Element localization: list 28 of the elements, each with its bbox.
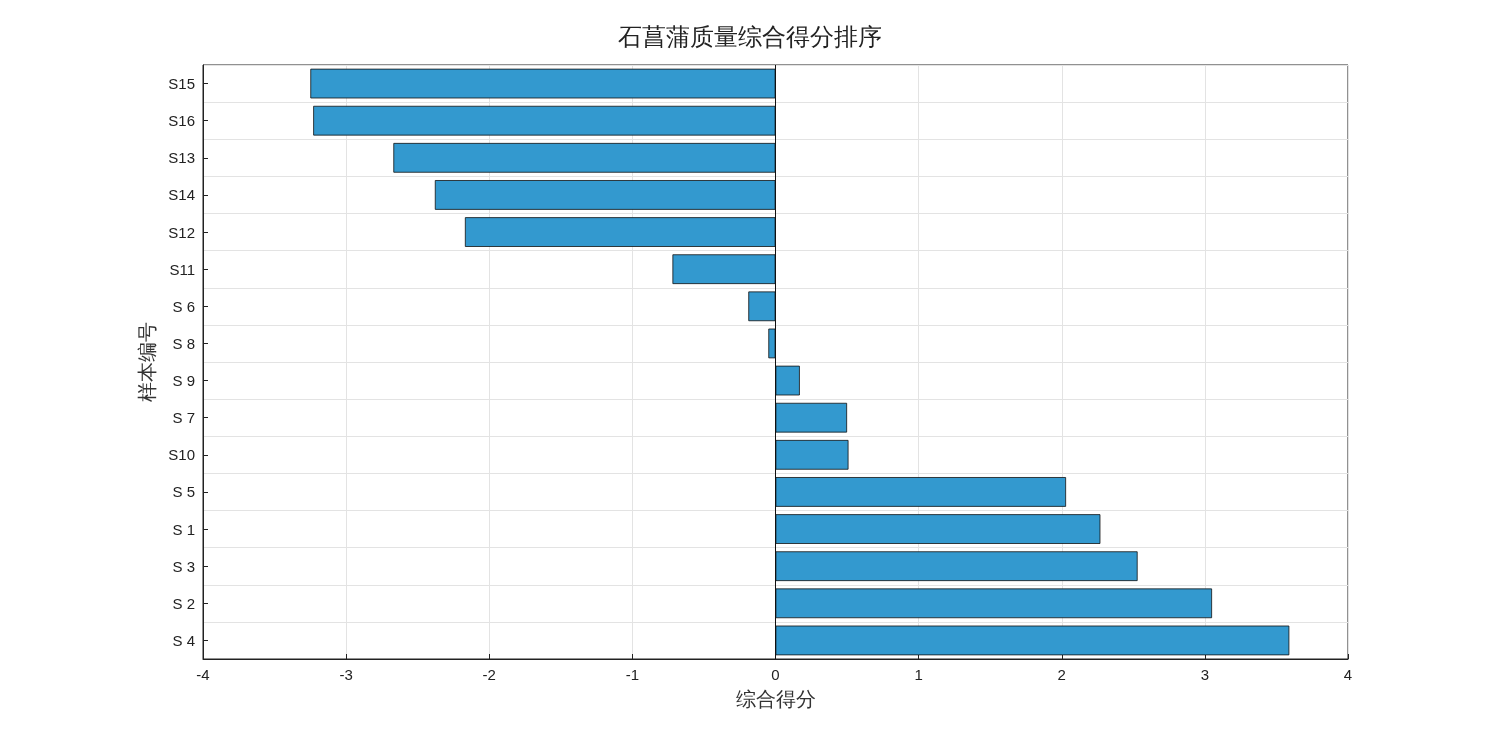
x-tick-label: 0 xyxy=(771,666,780,683)
y-tick-label: S12 xyxy=(168,223,195,241)
chart-title: 石菖蒲质量综合得分排序 xyxy=(618,23,882,51)
y-tick-label: S 3 xyxy=(172,557,195,575)
x-tick-label: -2 xyxy=(482,666,496,683)
y-tick-label: S 5 xyxy=(172,483,195,501)
x-tick-label: -1 xyxy=(625,666,640,683)
y-tick-label: S 9 xyxy=(172,372,195,390)
y-tick-label: S10 xyxy=(168,446,195,464)
x-tick-label: 3 xyxy=(1200,666,1210,683)
y-tick-label: S11 xyxy=(169,260,195,278)
y-tick-label: S16 xyxy=(168,112,195,130)
y-tick-label: S 2 xyxy=(172,594,195,612)
y-tick-label: S 8 xyxy=(172,334,195,352)
y-tick-label: S 6 xyxy=(172,297,195,315)
x-tick-label: -3 xyxy=(339,666,353,683)
x-tick-label: 4 xyxy=(1343,666,1353,683)
y-tick-label: S 1 xyxy=(172,520,195,538)
x-tick-label: 1 xyxy=(914,666,923,683)
y-tick-label: S 7 xyxy=(172,409,195,427)
y-tick-label: S 4 xyxy=(172,631,195,649)
y-tick-label: S14 xyxy=(168,186,195,204)
y-axis-title: 样本编号 xyxy=(135,322,160,402)
x-tick-label: 2 xyxy=(1057,666,1066,683)
x-tick-label: -4 xyxy=(196,666,210,683)
x-axis-title: 综合得分 xyxy=(735,687,816,711)
y-tick-label: S15 xyxy=(168,75,195,93)
y-tick-label: S13 xyxy=(168,149,195,167)
